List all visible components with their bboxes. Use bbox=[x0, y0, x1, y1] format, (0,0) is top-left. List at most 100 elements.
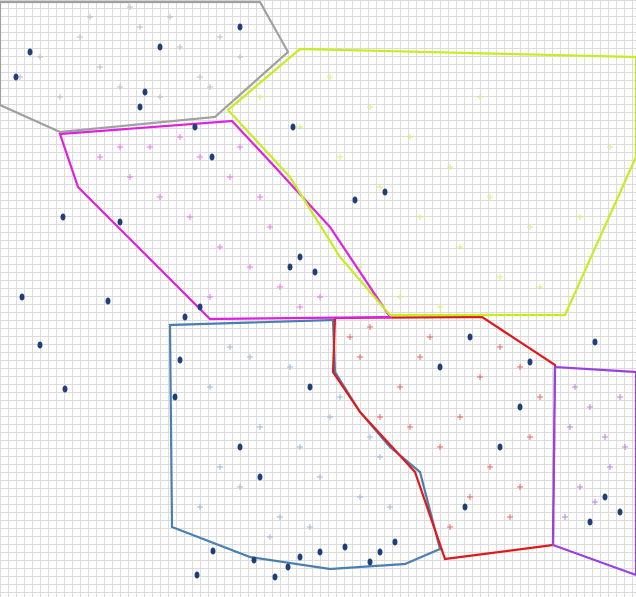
plus-point bbox=[297, 124, 303, 130]
dot-point bbox=[13, 73, 19, 81]
dot-point bbox=[142, 88, 148, 96]
plus-point bbox=[577, 484, 583, 490]
plus-point bbox=[357, 494, 363, 500]
dot-point bbox=[317, 548, 323, 556]
plus-point bbox=[537, 394, 543, 400]
plus-point bbox=[217, 464, 223, 470]
plus-point bbox=[37, 54, 43, 60]
dot-point bbox=[437, 363, 443, 371]
plus-point bbox=[367, 104, 373, 110]
plus-point bbox=[147, 144, 153, 150]
cluster-hull bbox=[331, 315, 557, 561]
plus-point bbox=[97, 154, 103, 160]
plus-point bbox=[317, 474, 323, 480]
plus-point bbox=[337, 394, 343, 400]
dot-point bbox=[285, 563, 291, 571]
plus-point bbox=[157, 94, 163, 100]
cluster-hull bbox=[226, 47, 636, 317]
plus-point bbox=[297, 304, 303, 310]
plus-point bbox=[247, 264, 253, 270]
plus-point bbox=[117, 144, 123, 150]
dot-point bbox=[210, 547, 216, 555]
plus-point bbox=[97, 64, 103, 70]
plus-point bbox=[527, 434, 533, 440]
dot-point bbox=[297, 253, 303, 261]
plus-point bbox=[237, 484, 243, 490]
plus-point bbox=[177, 134, 183, 140]
plus-point bbox=[397, 294, 403, 300]
plus-point bbox=[467, 494, 473, 500]
plus-point bbox=[217, 34, 223, 40]
plus-point bbox=[247, 354, 253, 360]
plus-point bbox=[207, 294, 213, 300]
plus-point bbox=[437, 444, 443, 450]
plus-point bbox=[607, 144, 613, 150]
dot-point bbox=[467, 333, 473, 341]
dot-point bbox=[251, 556, 257, 564]
dot-point bbox=[312, 268, 318, 276]
dot-point bbox=[105, 297, 111, 305]
plus-point bbox=[197, 504, 203, 510]
plus-point bbox=[417, 354, 423, 360]
plus-point bbox=[327, 74, 333, 80]
dot-point bbox=[527, 358, 533, 366]
plus-point bbox=[572, 384, 578, 390]
plus-point bbox=[407, 424, 413, 430]
dot-point bbox=[182, 313, 188, 321]
plus-point bbox=[607, 464, 613, 470]
plus-point bbox=[517, 364, 523, 370]
plus-point bbox=[317, 294, 323, 300]
plus-point bbox=[177, 44, 183, 50]
plus-point bbox=[457, 244, 463, 250]
plus-point bbox=[267, 534, 273, 540]
dot-point bbox=[392, 538, 398, 546]
dot-point bbox=[117, 218, 123, 226]
plus-point bbox=[287, 364, 293, 370]
plus-point bbox=[587, 404, 593, 410]
plus-point bbox=[267, 224, 273, 230]
plus-point bbox=[217, 244, 223, 250]
plus-point bbox=[257, 424, 263, 430]
plus-point bbox=[227, 174, 233, 180]
plus-point bbox=[187, 214, 193, 220]
plus-point bbox=[437, 304, 443, 310]
dot-point bbox=[172, 393, 178, 401]
plus-point bbox=[207, 84, 213, 90]
plus-point bbox=[537, 284, 543, 290]
dot-point bbox=[297, 553, 303, 561]
dot-point bbox=[342, 543, 348, 551]
plus-point bbox=[257, 194, 263, 200]
plus-point bbox=[427, 334, 433, 340]
plus-point bbox=[207, 384, 213, 390]
plus-point bbox=[357, 264, 363, 270]
plus-point bbox=[237, 54, 243, 60]
dot-point bbox=[237, 443, 243, 451]
plus-point bbox=[487, 464, 493, 470]
dot-point bbox=[192, 123, 198, 131]
dot-point bbox=[197, 303, 203, 311]
plus-point bbox=[357, 354, 363, 360]
plus-point bbox=[57, 94, 63, 100]
dot-point bbox=[177, 356, 183, 364]
dot-point bbox=[617, 508, 623, 516]
dot-point bbox=[157, 43, 163, 51]
dot-point bbox=[27, 48, 33, 56]
plus-point bbox=[592, 499, 598, 505]
dot-point bbox=[377, 548, 383, 556]
plus-point bbox=[307, 524, 313, 530]
plus-point bbox=[577, 214, 583, 220]
cluster-hull bbox=[58, 119, 393, 321]
dot-point bbox=[517, 403, 523, 411]
plus-point bbox=[497, 344, 503, 350]
dot-point bbox=[257, 473, 263, 481]
plus-point bbox=[507, 514, 513, 520]
dot-point bbox=[137, 103, 143, 111]
dot-point bbox=[592, 338, 598, 346]
dot-point bbox=[587, 518, 593, 526]
dot-point bbox=[62, 385, 68, 393]
plus-point bbox=[127, 4, 133, 10]
plus-point bbox=[137, 24, 143, 30]
cluster-hull bbox=[0, 0, 290, 134]
dot-point bbox=[352, 196, 358, 204]
